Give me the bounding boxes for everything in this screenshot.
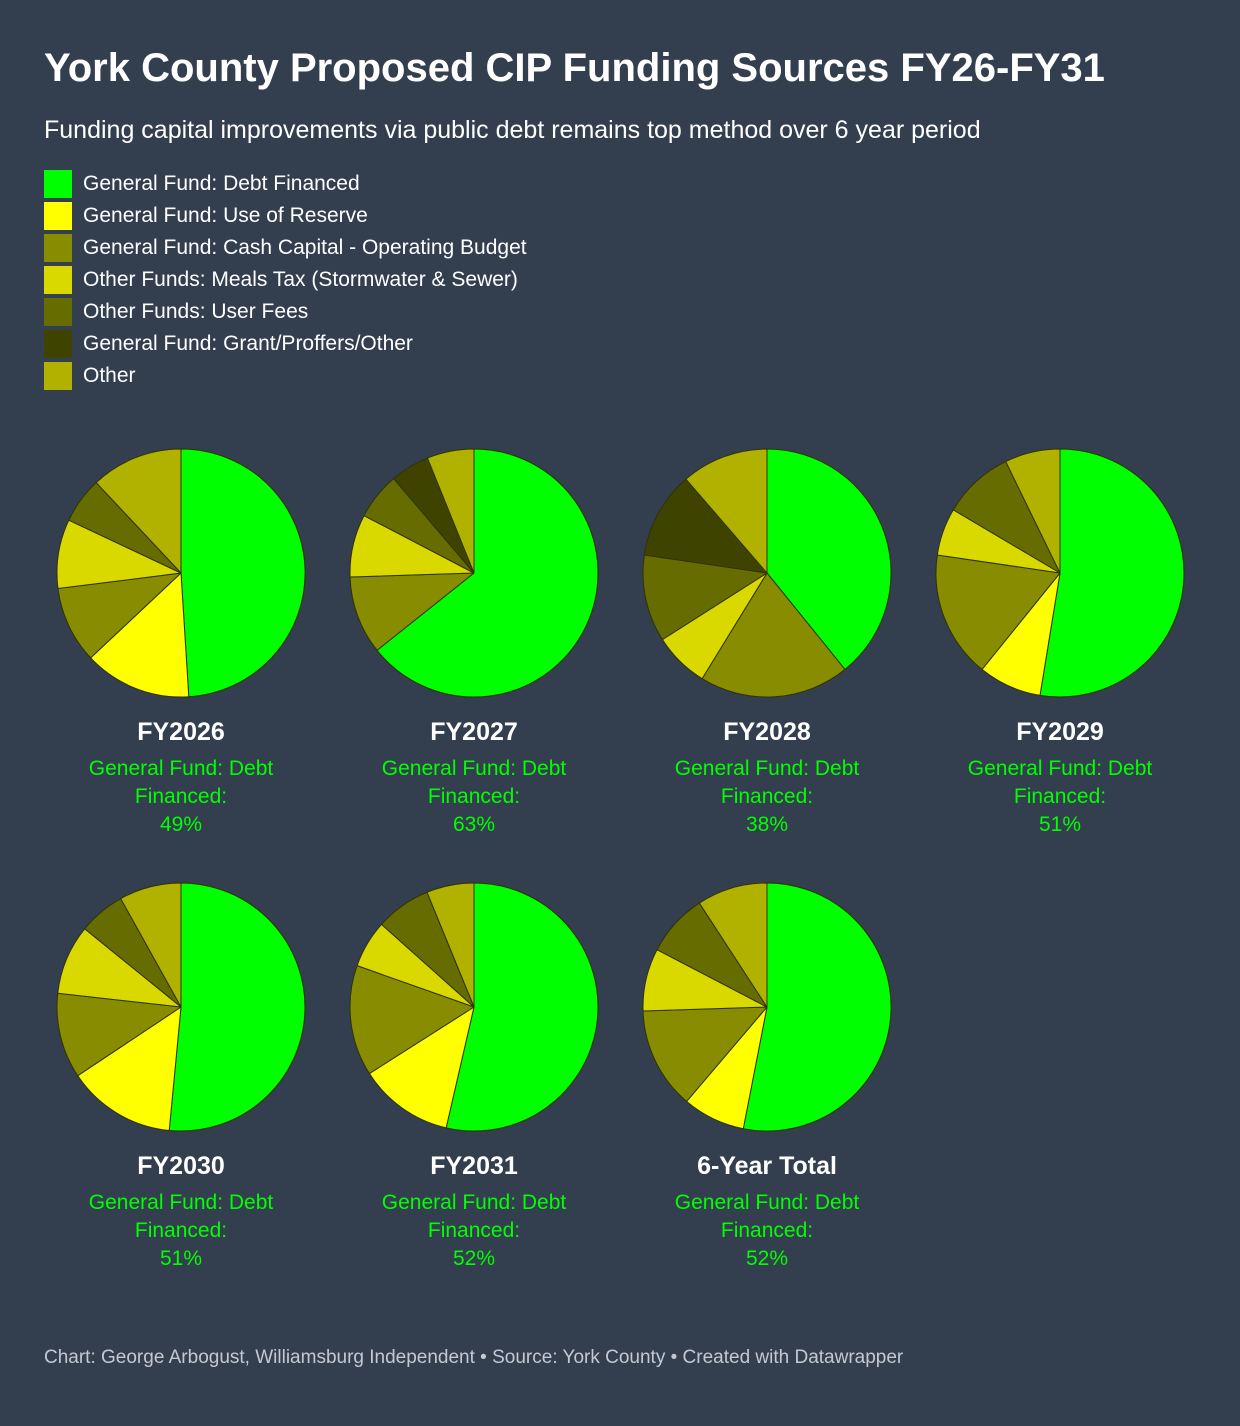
pie-slice bbox=[935, 554, 1061, 670]
pie-slice bbox=[349, 965, 475, 1075]
pie-title: FY2028 bbox=[723, 718, 811, 746]
pie-highlight-label: General Fund: Debt Financed: bbox=[967, 757, 1153, 808]
pie-highlight: General Fund: Debt Financed: 51% bbox=[925, 755, 1195, 839]
pie-slice bbox=[90, 572, 190, 698]
pie-caption: 6-Year Total General Fund: Debt Financed:… bbox=[632, 1151, 902, 1273]
pie-highlight-value: 51% bbox=[159, 1247, 203, 1270]
pie-highlight: General Fund: Debt Financed: 52% bbox=[339, 1189, 609, 1273]
pie-slice bbox=[376, 448, 599, 698]
legend-label: General Fund: Grant/Proffers/Other bbox=[83, 332, 413, 355]
pie-slice bbox=[426, 448, 475, 574]
pie-slice bbox=[349, 572, 475, 651]
pie-slice bbox=[642, 1006, 768, 1102]
pie-title: FY2030 bbox=[137, 1152, 225, 1180]
pie-highlight-label: General Fund: Debt Financed: bbox=[674, 1191, 860, 1242]
pie-chart bbox=[349, 448, 599, 698]
pie-title: FY2029 bbox=[1016, 718, 1104, 746]
pie-slice bbox=[426, 882, 475, 1008]
pie-slice bbox=[168, 882, 306, 1132]
pie-highlight-label: General Fund: Debt Financed: bbox=[674, 757, 860, 808]
pie-title: FY2031 bbox=[430, 1152, 518, 1180]
pie-slice bbox=[56, 992, 182, 1077]
pie-slice bbox=[368, 1006, 475, 1129]
pie-caption: FY2026 General Fund: Debt Financed: 49% bbox=[46, 717, 316, 839]
legend-swatch bbox=[44, 170, 72, 198]
pie-title: FY2026 bbox=[137, 718, 225, 746]
legend-swatch bbox=[44, 362, 72, 390]
pie-slice bbox=[643, 478, 768, 574]
pie-highlight: General Fund: Debt Financed: 51% bbox=[46, 1189, 316, 1273]
pie-highlight: General Fund: Debt Financed: 52% bbox=[632, 1189, 902, 1273]
legend-swatch bbox=[44, 234, 72, 262]
pie-highlight-label: General Fund: Debt Financed: bbox=[88, 757, 274, 808]
pie-chart bbox=[935, 448, 1185, 698]
pie-slice bbox=[698, 882, 768, 1008]
pie-caption: FY2031 General Fund: Debt Financed: 52% bbox=[339, 1151, 609, 1273]
legend-label: Other Funds: Meals Tax (Stormwater & Sew… bbox=[83, 268, 518, 291]
pie-highlight-value: 38% bbox=[745, 813, 789, 836]
legend-swatch bbox=[44, 202, 72, 230]
pie-slice bbox=[77, 1006, 182, 1131]
pie-chart bbox=[642, 448, 892, 698]
legend-item: General Fund: Use of Reserve bbox=[44, 200, 527, 232]
pie-highlight-label: General Fund: Debt Financed: bbox=[88, 1191, 274, 1242]
pie-chart bbox=[56, 448, 306, 698]
legend-item: Other Funds: User Fees bbox=[44, 296, 527, 328]
pie-highlight-label: General Fund: Debt Financed: bbox=[381, 757, 567, 808]
legend-swatch bbox=[44, 330, 72, 358]
chart-subtitle: Funding capital improvements via public … bbox=[44, 116, 981, 144]
pie-highlight: General Fund: Debt Financed: 49% bbox=[46, 755, 316, 839]
legend-swatch bbox=[44, 298, 72, 326]
chart-title: York County Proposed CIP Funding Sources… bbox=[44, 46, 1105, 90]
legend-label: Other bbox=[83, 364, 136, 387]
pie-slice bbox=[57, 572, 182, 659]
legend-label: General Fund: Debt Financed bbox=[83, 172, 360, 195]
legend-label: General Fund: Use of Reserve bbox=[83, 204, 368, 227]
legend-item: General Fund: Grant/Proffers/Other bbox=[44, 328, 527, 360]
pie-chart bbox=[349, 882, 599, 1132]
pie-highlight: General Fund: Debt Financed: 63% bbox=[339, 755, 609, 839]
pie-slice bbox=[701, 572, 846, 698]
legend-label: General Fund: Cash Capital - Operating B… bbox=[83, 236, 527, 259]
pie-highlight: General Fund: Debt Financed: 38% bbox=[632, 755, 902, 839]
pie-title: FY2027 bbox=[430, 718, 518, 746]
legend-item: Other bbox=[44, 360, 527, 392]
legend-item: Other Funds: Meals Tax (Stormwater & Sew… bbox=[44, 264, 527, 296]
legend-item: General Fund: Cash Capital - Operating B… bbox=[44, 232, 527, 264]
pie-caption: FY2029 General Fund: Debt Financed: 51% bbox=[925, 717, 1195, 839]
pie-chart bbox=[642, 882, 892, 1132]
pie-slice bbox=[1005, 448, 1061, 574]
legend-swatch bbox=[44, 266, 72, 294]
pie-highlight-value: 52% bbox=[452, 1247, 496, 1270]
legend-item: General Fund: Debt Financed bbox=[44, 168, 527, 200]
pie-caption: FY2028 General Fund: Debt Financed: 38% bbox=[632, 717, 902, 839]
pie-caption: FY2030 General Fund: Debt Financed: 51% bbox=[46, 1151, 316, 1273]
pie-highlight-value: 51% bbox=[1038, 813, 1082, 836]
legend-label: Other Funds: User Fees bbox=[83, 300, 309, 323]
pie-slice bbox=[120, 882, 182, 1008]
pie-slice bbox=[766, 448, 892, 670]
pie-caption: FY2027 General Fund: Debt Financed: 63% bbox=[339, 717, 609, 839]
pie-slice bbox=[180, 448, 306, 698]
pie-highlight-label: General Fund: Debt Financed: bbox=[381, 1191, 567, 1242]
chart-footer: Chart: George Arbogust, Williamsburg Ind… bbox=[44, 1347, 904, 1368]
pie-slice bbox=[445, 882, 599, 1132]
pie-highlight-value: 52% bbox=[745, 1247, 789, 1270]
pie-chart bbox=[56, 882, 306, 1132]
pie-slice bbox=[685, 448, 768, 574]
pie-highlight-value: 63% bbox=[452, 813, 496, 836]
pie-slice bbox=[95, 448, 182, 574]
pie-highlight-value: 49% bbox=[159, 813, 203, 836]
pie-slice bbox=[1039, 448, 1185, 698]
pie-slice bbox=[642, 554, 768, 641]
pie-slice bbox=[742, 882, 892, 1132]
legend: General Fund: Debt Financed General Fund… bbox=[44, 168, 527, 392]
pie-title: 6-Year Total bbox=[697, 1152, 837, 1180]
